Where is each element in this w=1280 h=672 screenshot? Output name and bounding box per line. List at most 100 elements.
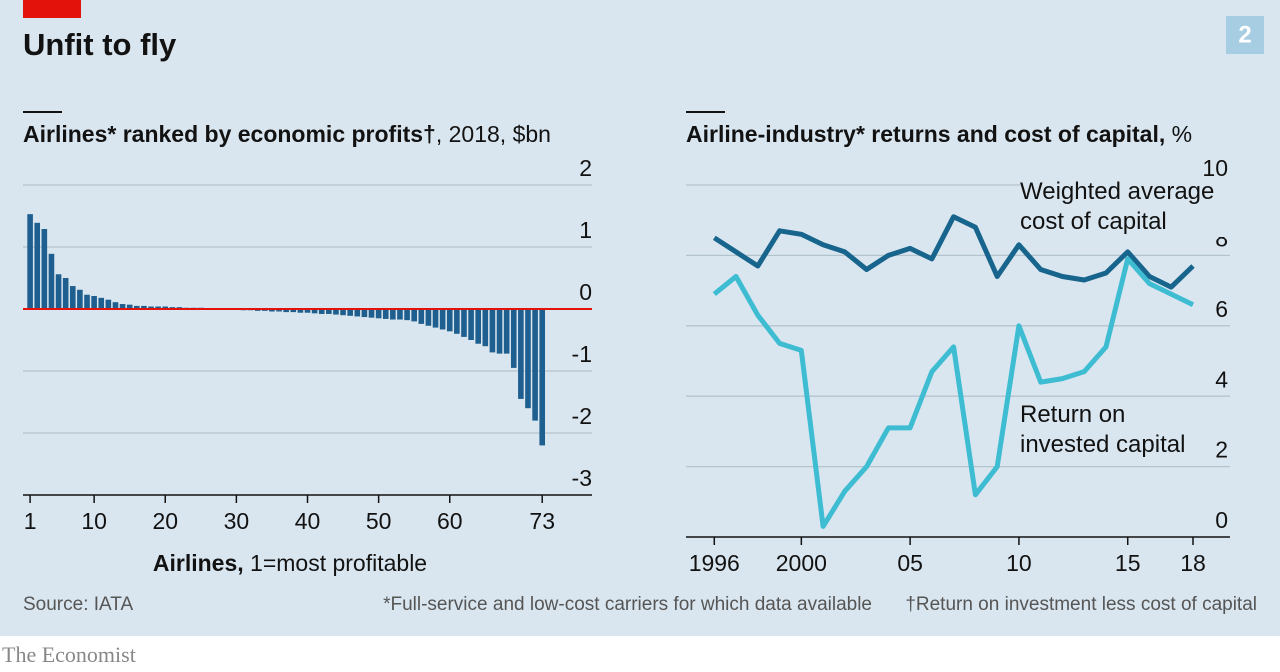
title: Unfit to fly (23, 27, 177, 62)
x-label-detail: 1=most profitable (250, 550, 427, 576)
bar (134, 305, 140, 309)
bar (98, 297, 105, 309)
bar (525, 309, 531, 409)
y-tick-label: -1 (572, 341, 592, 367)
x-tick-label: 40 (295, 508, 321, 534)
y-tick-label: 6 (1215, 296, 1228, 322)
footnote: *Full-service and low-cost carriers for … (383, 594, 872, 615)
bar (461, 309, 467, 337)
bar (468, 309, 474, 340)
bar (276, 309, 282, 312)
bar (532, 309, 538, 421)
bar (482, 309, 489, 347)
series-label-text: Return on invested capital (1020, 401, 1186, 458)
bar (105, 299, 112, 309)
chart-subtitle: % (1165, 121, 1192, 147)
x-tick-label: 18 (1180, 550, 1206, 576)
y-tick-label: -2 (572, 403, 592, 429)
chart-title-main: Airline-industry* returns and cost of ca… (686, 121, 1165, 147)
bar (518, 309, 524, 399)
y-tick-label: 0 (579, 279, 592, 305)
series-label: Return on invested capital (1020, 400, 1210, 460)
bar (126, 304, 133, 309)
bar (489, 309, 496, 353)
bar (347, 309, 353, 316)
bar (119, 304, 126, 309)
x-tick-label: 1996 (689, 550, 740, 576)
bar (84, 294, 90, 309)
bar (496, 309, 503, 354)
bar (397, 309, 403, 320)
badge: 2 (1238, 21, 1251, 48)
bar (454, 309, 460, 334)
source: Source: IATA (23, 594, 133, 615)
x-tick-label: 60 (437, 508, 463, 534)
bar (354, 309, 361, 317)
bar (390, 309, 396, 320)
bar (340, 309, 346, 316)
bar (55, 274, 62, 309)
series-label: Weighted average cost of capital (1020, 177, 1230, 237)
bar (425, 309, 432, 326)
bar (41, 229, 48, 309)
line-series (712, 256, 1195, 529)
badge-box (1226, 16, 1264, 54)
bar (503, 309, 510, 354)
x-label-main: Airlines, (153, 550, 244, 576)
x-tick-label: 15 (1115, 550, 1141, 576)
bar (91, 295, 97, 309)
bar (283, 309, 289, 313)
bar (333, 309, 339, 315)
bar (382, 309, 389, 319)
bar (404, 309, 410, 321)
y-tick-label: 4 (1215, 366, 1228, 392)
y-tick-label: 2 (1215, 437, 1228, 463)
x-tick-label: 30 (224, 508, 250, 534)
bar (311, 309, 318, 314)
x-tick-label: 73 (529, 508, 555, 534)
bar (155, 306, 161, 309)
bar (62, 278, 69, 309)
x-tick-label: 2000 (776, 550, 827, 576)
y-tick-label: 1 (579, 217, 592, 243)
bar (318, 309, 325, 314)
bar (439, 309, 446, 330)
chart-title-main: Airlines* ranked by economic profits† (23, 121, 436, 147)
bar (269, 309, 275, 312)
bar (475, 309, 481, 344)
bar (290, 309, 297, 313)
x-tick-label: 05 (897, 550, 923, 576)
x-tick-label: 1 (24, 508, 37, 534)
bar (141, 305, 147, 309)
y-tick-label: 2 (579, 155, 592, 181)
bar (432, 309, 439, 328)
bar (77, 289, 83, 309)
bar (411, 309, 417, 322)
bar (539, 309, 546, 446)
bar (304, 309, 311, 313)
bar (368, 309, 375, 318)
x-tick-label: 10 (81, 508, 107, 534)
bar (148, 306, 154, 309)
x-tick-label: 50 (366, 508, 392, 534)
bar (34, 222, 41, 309)
bar (510, 309, 517, 368)
brand: The Economist (2, 642, 136, 667)
bar (27, 214, 33, 309)
background (0, 0, 1280, 636)
bar (418, 309, 425, 324)
bar (69, 286, 76, 309)
bar (361, 309, 368, 318)
chart-title: Airline-industry* returns and cost of ca… (686, 121, 1192, 147)
x-axis-label: Airlines, 1=most profitable (153, 550, 427, 576)
bar (112, 302, 119, 309)
x-tick-label: 20 (152, 508, 178, 534)
bar (48, 253, 55, 309)
bar (446, 309, 453, 332)
x-tick-label: 10 (1006, 550, 1032, 576)
line-series (712, 214, 1195, 290)
y-tick-label: -3 (572, 465, 592, 491)
series-label-text: Weighted average cost of capital (1020, 178, 1215, 235)
